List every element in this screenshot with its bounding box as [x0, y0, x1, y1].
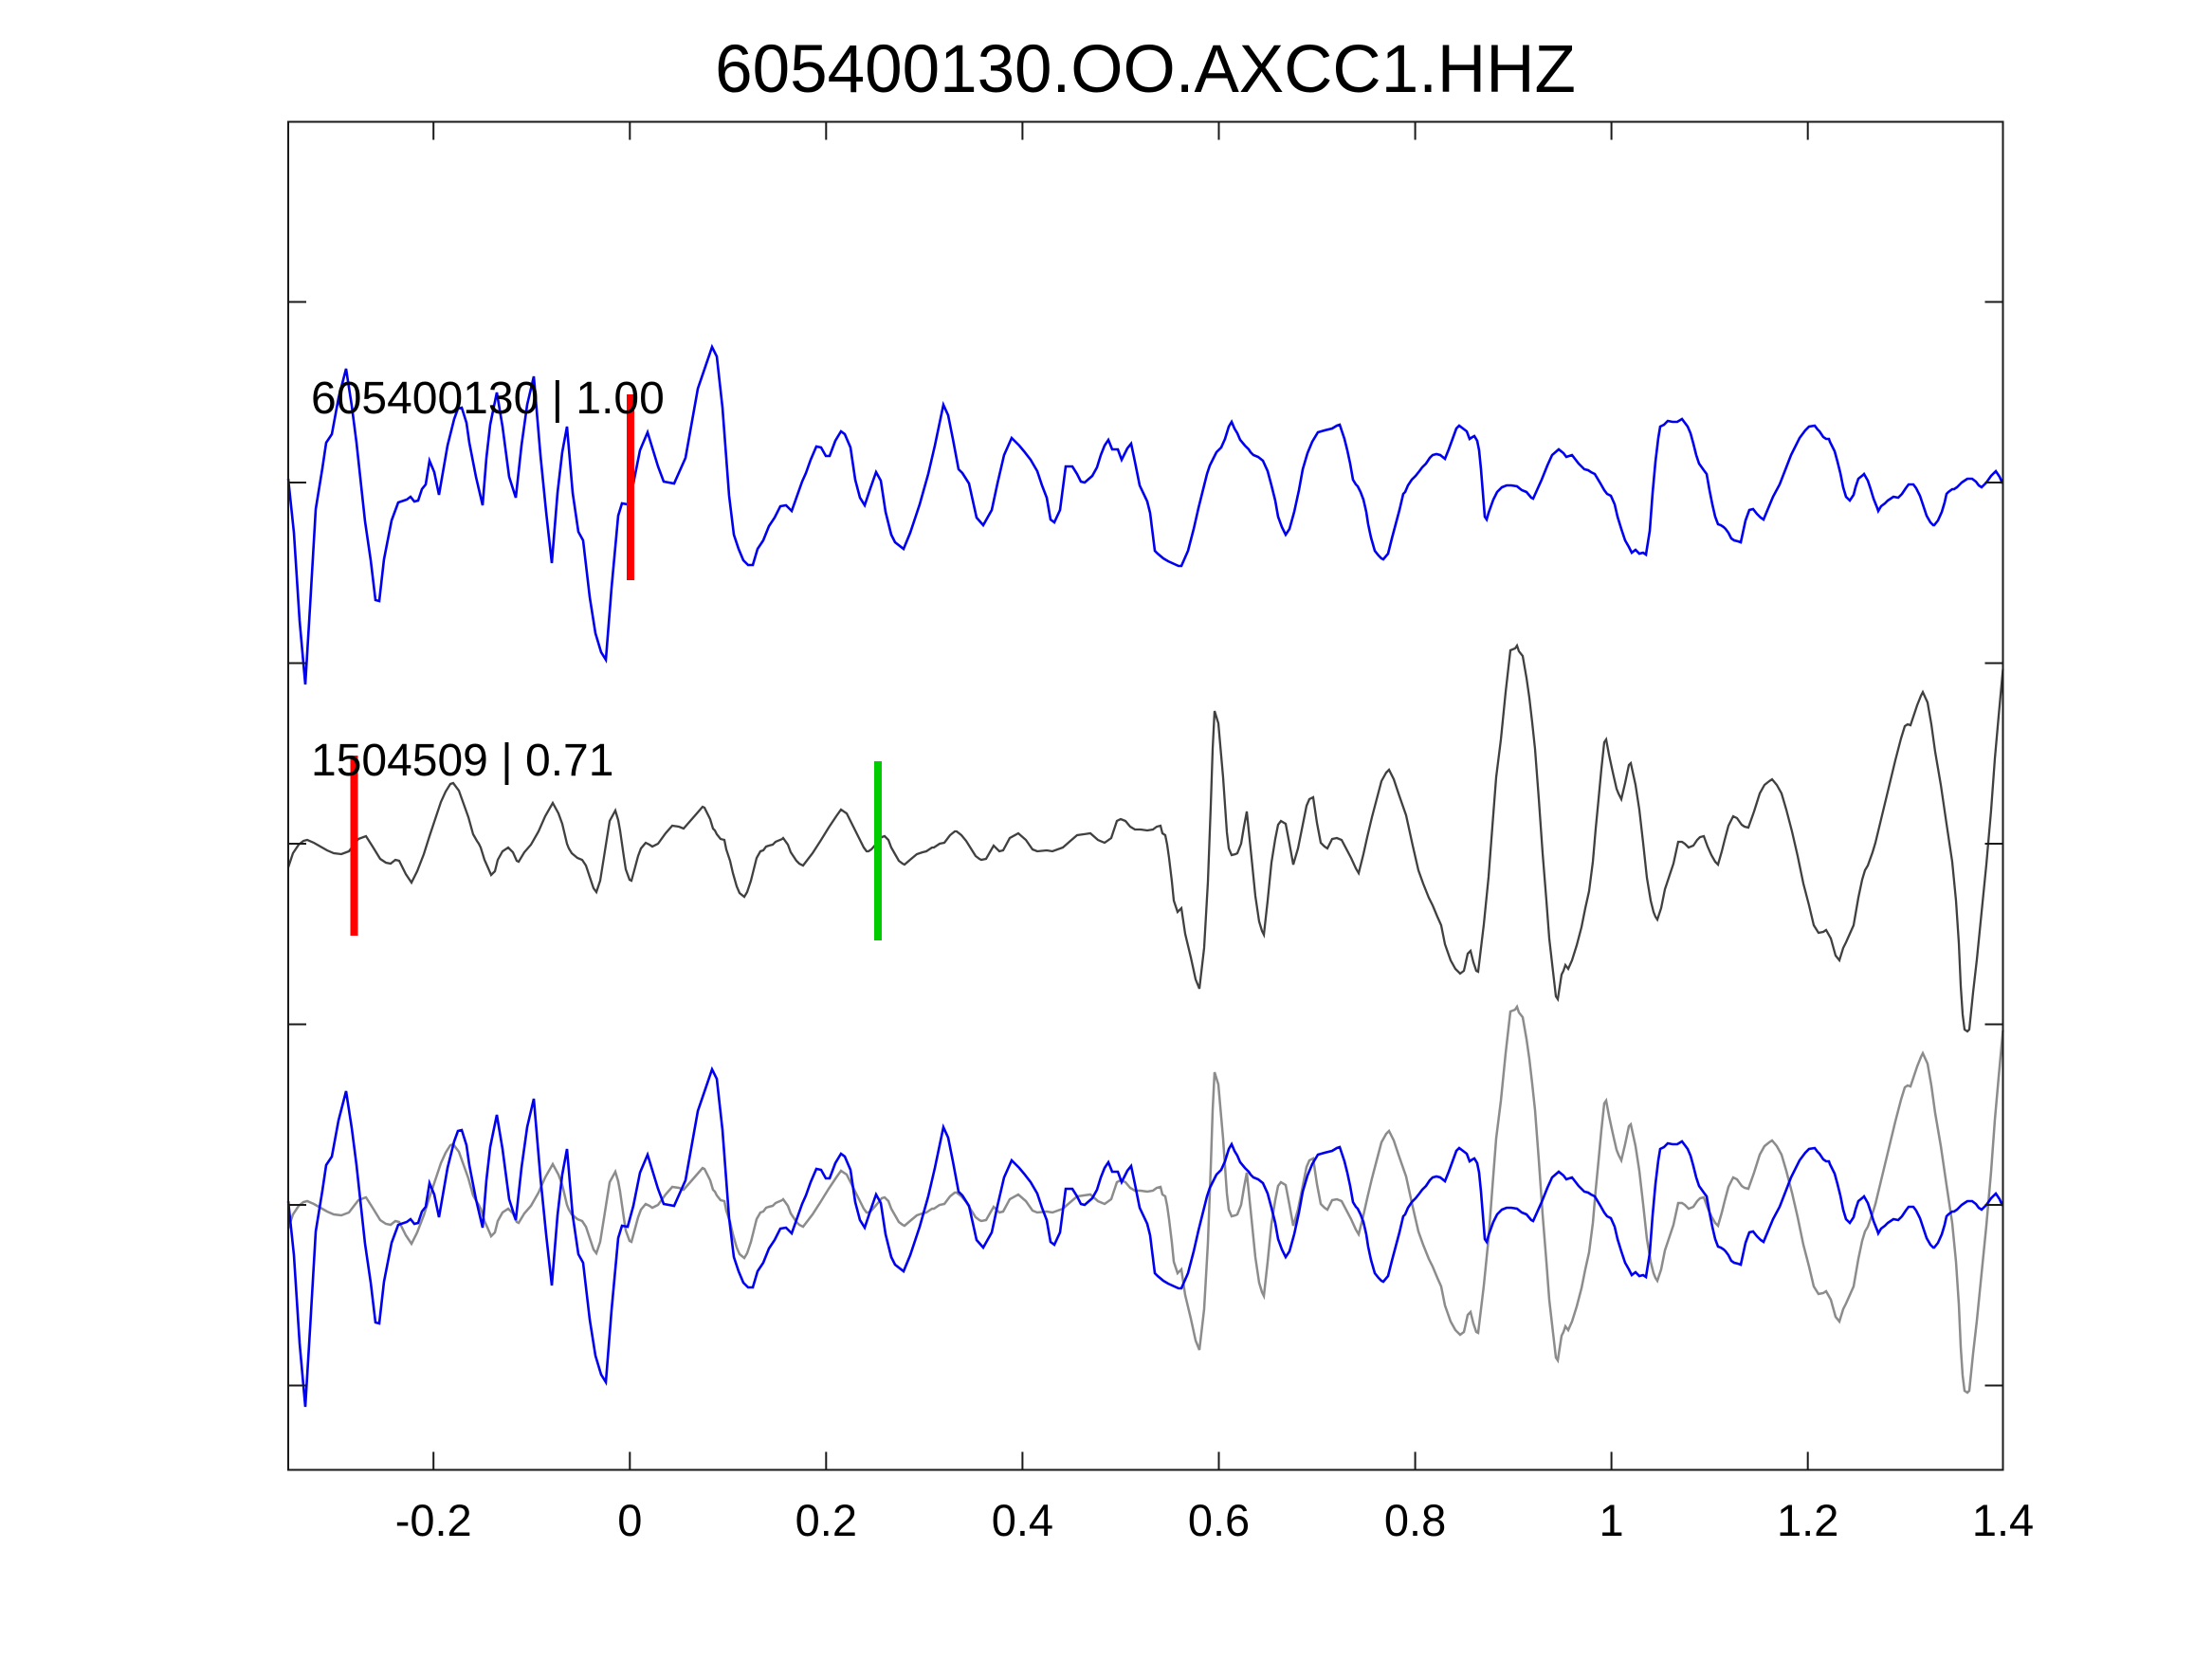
svg-text:1: 1: [1600, 1495, 1624, 1545]
svg-text:0.6: 0.6: [1188, 1495, 1250, 1545]
svg-text:605400130 | 1.00: 605400130 | 1.00: [311, 374, 665, 424]
svg-text:605400130.OO.AXCC1.HHZ: 605400130.OO.AXCC1.HHZ: [715, 32, 1576, 107]
svg-text:0: 0: [617, 1495, 642, 1545]
svg-text:1.4: 1.4: [1972, 1495, 2034, 1545]
svg-text:-0.2: -0.2: [395, 1495, 472, 1545]
svg-text:0.8: 0.8: [1384, 1495, 1446, 1545]
svg-text:1504509 | 0.71: 1504509 | 0.71: [311, 736, 613, 786]
svg-text:0.4: 0.4: [992, 1495, 1053, 1545]
svg-text:0.2: 0.2: [795, 1495, 857, 1545]
svg-text:1.2: 1.2: [1777, 1495, 1838, 1545]
